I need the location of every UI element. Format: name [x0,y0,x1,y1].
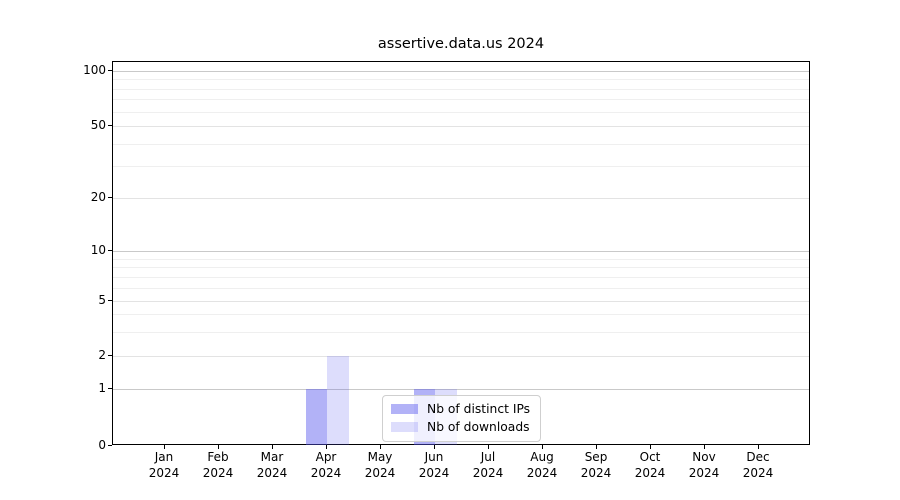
gridline-minor-60 [113,112,809,113]
y-tick-label-0: 0 [98,438,106,452]
x-tick-mark-may [380,445,381,449]
month-label: Jan [154,450,174,464]
gridline-10 [113,251,809,252]
bar-nb-of-downloads-apr [327,356,349,445]
x-tick-label-mar: Mar 2024 [240,450,304,481]
month-label: Jun [424,450,444,464]
x-tick-label-oct: Oct 2024 [618,450,682,481]
y-tick-label-50: 50 [90,118,106,132]
gridline-minor-9 [113,259,809,260]
legend-label-distinct-ips: Nb of distinct IPs [427,402,531,416]
x-tick-mark-oct [650,445,651,449]
legend-swatch-distinct-ips [391,404,418,414]
gridline-20 [113,198,809,199]
gridline-1 [113,389,809,390]
gridline-minor-4 [113,314,809,315]
y-tick-mark-10 [108,250,112,251]
y-tick-label-100: 100 [83,63,106,77]
gridline-5 [113,301,809,302]
year-label: 2024 [742,465,774,480]
gridline-minor-3 [113,332,809,333]
gridline-minor-7 [113,277,809,278]
x-tick-label-feb: Feb 2024 [186,450,250,481]
y-tick-mark-5 [108,300,112,301]
x-tick-mark-sep [596,445,597,449]
year-label: 2024 [634,465,666,480]
year-label: 2024 [256,465,288,480]
y-tick-label-1: 1 [98,381,106,395]
y-tick-label-5: 5 [98,293,106,307]
year-label: 2024 [418,465,450,480]
legend-label-downloads: Nb of downloads [427,420,530,434]
bar-nb-of-distinct-ips-apr [305,389,327,445]
year-label: 2024 [526,465,558,480]
y-tick-mark-1 [108,388,112,389]
year-label: 2024 [580,465,612,480]
x-tick-mark-jun [434,445,435,449]
legend-item-downloads: Nb of downloads [391,420,530,434]
month-label: Sep [584,450,608,464]
month-label: Nov [692,450,716,464]
x-tick-mark-apr [326,445,327,449]
x-tick-label-jun: Jun 2024 [402,450,466,481]
x-tick-mark-feb [218,445,219,449]
chart-title: assertive.data.us 2024 [377,36,545,52]
year-label: 2024 [364,465,396,480]
x-tick-mark-jul [488,445,489,449]
x-tick-label-jan: Jan 2024 [132,450,196,481]
x-tick-mark-jan [164,445,165,449]
x-tick-mark-dec [758,445,759,449]
x-tick-mark-nov [704,445,705,449]
gridline-minor-40 [113,144,809,145]
x-tick-mark-aug [542,445,543,449]
y-tick-label-2: 2 [98,348,106,362]
x-tick-label-sep: Sep 2024 [564,450,628,481]
gridline-2 [113,356,809,357]
month-label: Aug [530,450,554,464]
gridline-minor-6 [113,288,809,289]
year-label: 2024 [148,465,180,480]
gridline-minor-90 [113,79,809,80]
month-label: Jul [480,450,496,464]
x-tick-label-apr: Apr 2024 [294,450,358,481]
month-label: Dec [746,450,770,464]
gridline-minor-8 [113,267,809,268]
x-tick-mark-mar [272,445,273,449]
plot-area: Nb of distinct IPs Nb of downloads [112,61,810,445]
legend-item-distinct-ips: Nb of distinct IPs [391,402,530,416]
year-label: 2024 [688,465,720,480]
legend: Nb of distinct IPs Nb of downloads [382,395,542,442]
gridline-50 [113,126,809,127]
month-label: Feb [207,450,229,464]
x-tick-label-dec: Dec 2024 [726,450,790,481]
month-label: Mar [260,450,284,464]
month-label: May [367,450,393,464]
y-tick-mark-0 [108,445,112,446]
year-label: 2024 [310,465,342,480]
month-label: Apr [315,450,337,464]
y-tick-mark-2 [108,355,112,356]
x-tick-label-jul: Jul 2024 [456,450,520,481]
gridline-100 [113,71,809,72]
y-tick-mark-50 [108,125,112,126]
legend-swatch-downloads [391,422,418,432]
year-label: 2024 [202,465,234,480]
year-label: 2024 [472,465,504,480]
y-tick-label-10: 10 [90,243,106,257]
month-label: Oct [639,450,661,464]
gridline-minor-80 [113,89,809,90]
x-tick-label-aug: Aug 2024 [510,450,574,481]
y-tick-label-20: 20 [90,190,106,204]
x-tick-label-nov: Nov 2024 [672,450,736,481]
gridline-minor-30 [113,166,809,167]
y-tick-mark-20 [108,197,112,198]
y-tick-mark-100 [108,70,112,71]
gridline-minor-70 [113,99,809,100]
x-tick-label-may: May 2024 [348,450,412,481]
